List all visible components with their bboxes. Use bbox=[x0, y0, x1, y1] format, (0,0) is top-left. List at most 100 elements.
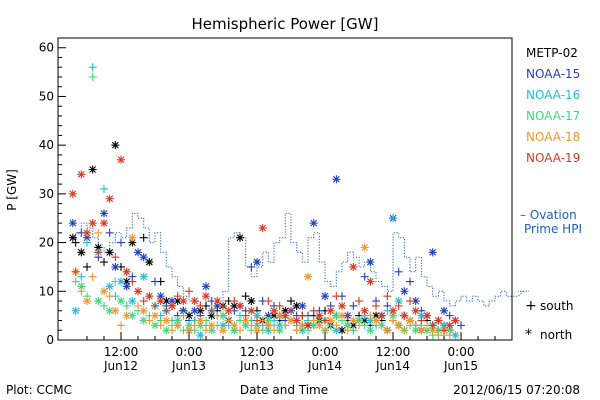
south-point bbox=[366, 311, 375, 320]
north-point bbox=[428, 248, 437, 257]
north-point bbox=[117, 155, 126, 164]
north-point bbox=[423, 311, 432, 320]
north-point bbox=[100, 209, 109, 218]
north-point bbox=[400, 287, 409, 296]
north-point bbox=[77, 170, 86, 179]
north-point bbox=[411, 306, 420, 315]
south-point bbox=[309, 306, 318, 315]
north-point bbox=[83, 297, 92, 306]
chart-title: Hemispheric Power [GW] bbox=[192, 15, 379, 33]
north-point bbox=[275, 311, 284, 320]
north-point bbox=[100, 219, 109, 228]
north-point bbox=[236, 233, 245, 242]
north-point bbox=[88, 165, 97, 174]
north-point bbox=[309, 219, 318, 228]
north-point bbox=[400, 311, 409, 320]
south-point bbox=[111, 277, 120, 286]
north-point bbox=[366, 326, 375, 335]
south-point bbox=[264, 297, 273, 306]
north-point bbox=[219, 326, 228, 335]
north-point bbox=[100, 287, 109, 296]
south-point bbox=[94, 248, 103, 257]
north-point bbox=[117, 277, 126, 286]
north-point bbox=[406, 316, 415, 325]
north-point bbox=[207, 326, 216, 335]
north-point bbox=[185, 326, 194, 335]
north-point bbox=[117, 297, 126, 306]
north-point bbox=[68, 189, 77, 198]
y-axis-label: P [GW] bbox=[5, 169, 19, 211]
x-tick-time: 12:00 bbox=[240, 345, 275, 359]
north-point bbox=[304, 321, 313, 330]
north-point bbox=[190, 297, 199, 306]
south-point bbox=[128, 277, 137, 286]
north-point bbox=[326, 306, 335, 315]
north-point bbox=[292, 316, 301, 325]
plot-timestamp: 2012/06/15 07:20:08 bbox=[453, 383, 580, 397]
north-point bbox=[179, 297, 188, 306]
south-point bbox=[411, 321, 420, 330]
north-point bbox=[134, 248, 143, 257]
y-tick-label: 20 bbox=[39, 236, 54, 250]
south-point bbox=[117, 321, 126, 330]
south-point bbox=[287, 297, 296, 306]
south-point bbox=[372, 301, 381, 310]
north-point bbox=[105, 282, 114, 291]
north-point bbox=[366, 277, 375, 286]
north-point bbox=[332, 326, 341, 335]
south-point bbox=[139, 233, 148, 242]
y-tick-label: 0 bbox=[46, 333, 54, 347]
north-point bbox=[122, 282, 131, 291]
north-point bbox=[298, 301, 307, 310]
y-tick-label: 40 bbox=[39, 138, 54, 152]
x-tick-time: 0:00 bbox=[176, 345, 203, 359]
north-point bbox=[128, 233, 137, 242]
south-point bbox=[355, 321, 364, 330]
south-point bbox=[377, 321, 386, 330]
south-point bbox=[241, 292, 250, 301]
south-point bbox=[445, 311, 454, 320]
south-point bbox=[349, 301, 358, 310]
north-point bbox=[224, 306, 233, 315]
north-point bbox=[196, 316, 205, 325]
north-point bbox=[105, 194, 114, 203]
south-point bbox=[162, 306, 171, 315]
north-point bbox=[190, 306, 199, 315]
south-point bbox=[100, 258, 109, 267]
south-point bbox=[343, 311, 352, 320]
south-point bbox=[292, 326, 301, 335]
north-point bbox=[139, 272, 148, 281]
north-point bbox=[258, 223, 267, 232]
south-point bbox=[213, 311, 222, 320]
south-point bbox=[383, 292, 392, 301]
north-point bbox=[145, 292, 154, 301]
y-tick-label: 50 bbox=[39, 89, 54, 103]
x-tick-time: 12:00 bbox=[104, 345, 139, 359]
north-point bbox=[253, 258, 262, 267]
south-point bbox=[111, 253, 120, 262]
north-point bbox=[94, 297, 103, 306]
legend-entry: NOAA-15 bbox=[526, 67, 580, 81]
south-point bbox=[417, 316, 426, 325]
north-point bbox=[213, 297, 222, 306]
south-point bbox=[168, 326, 177, 335]
south-point bbox=[355, 297, 364, 306]
series-noaa-18 bbox=[71, 228, 454, 340]
south-point bbox=[224, 316, 233, 325]
north-point bbox=[219, 311, 228, 320]
y-tick-label: 30 bbox=[39, 187, 54, 201]
north-point bbox=[122, 267, 131, 276]
north-point bbox=[451, 316, 460, 325]
data-points bbox=[68, 63, 466, 340]
south-point bbox=[105, 292, 114, 301]
north-point bbox=[270, 306, 279, 315]
north-point bbox=[315, 311, 324, 320]
south-point bbox=[202, 326, 211, 335]
north-point bbox=[128, 297, 137, 306]
x-tick-date: Jun15 bbox=[443, 359, 478, 373]
north-point bbox=[105, 248, 114, 257]
south-point bbox=[88, 272, 97, 281]
north-point bbox=[377, 311, 386, 320]
south-point bbox=[270, 326, 279, 335]
